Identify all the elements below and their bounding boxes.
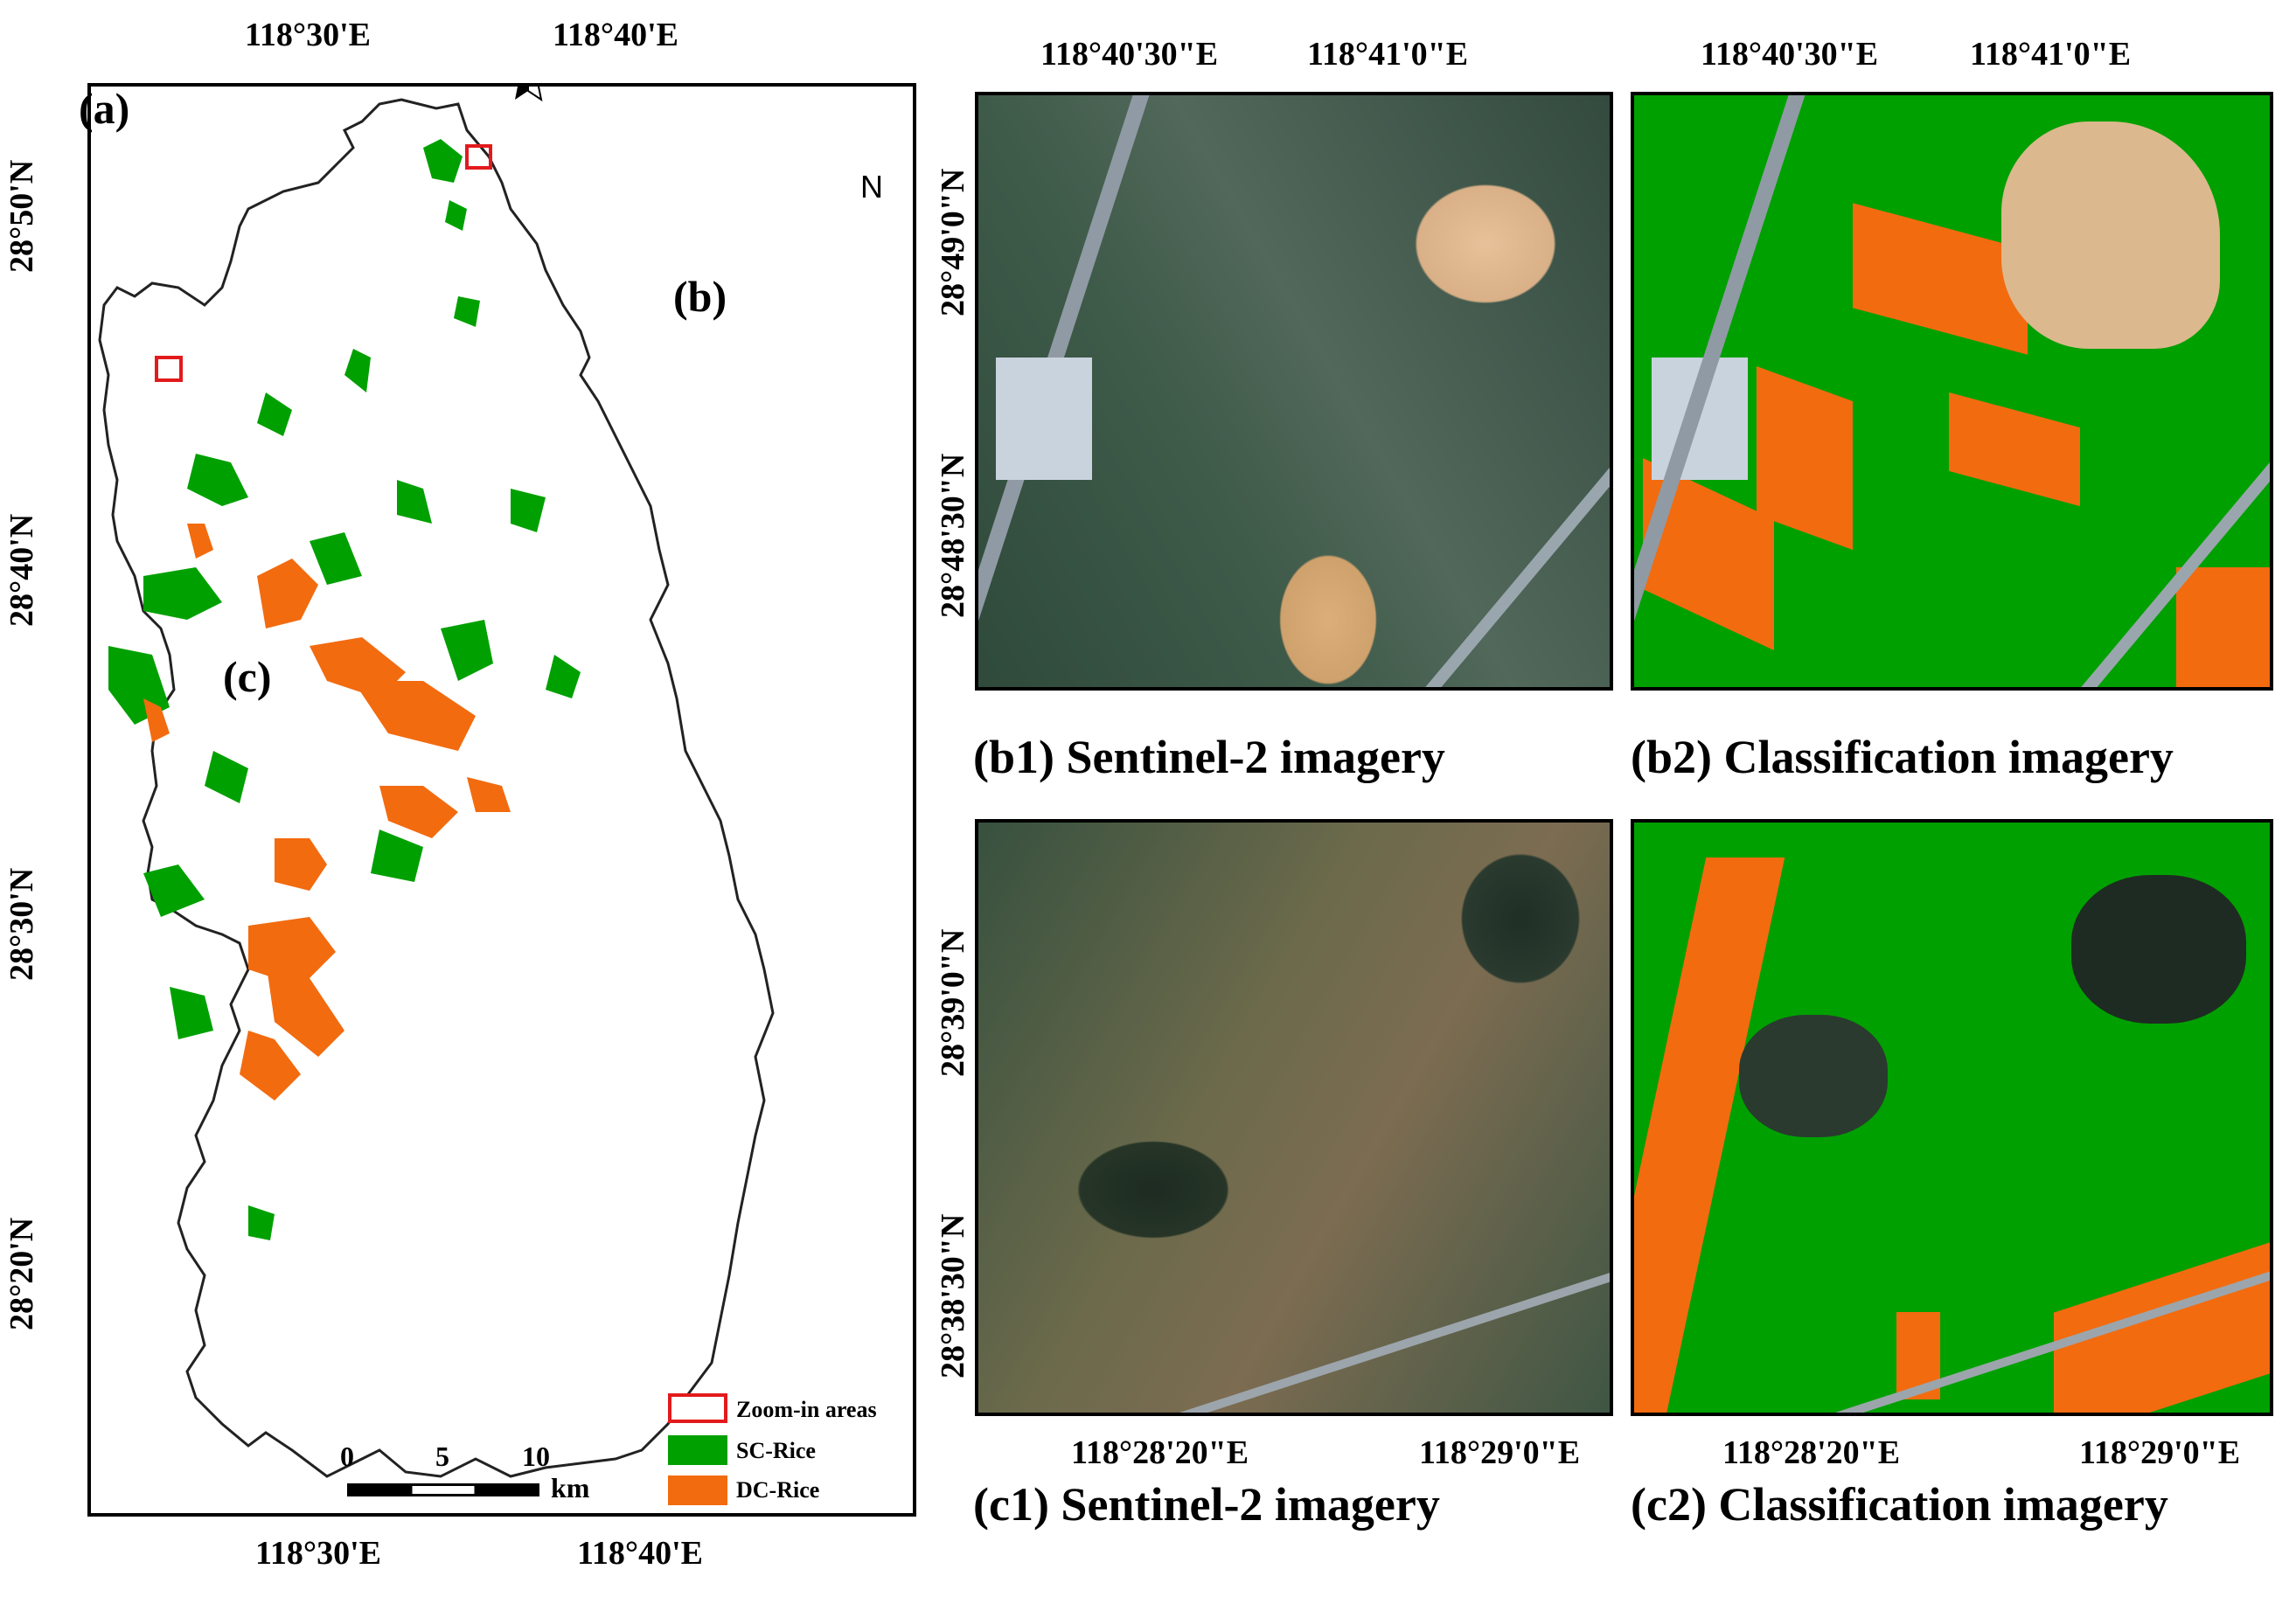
- panel-a-lat-4: 28°20'N: [3, 1217, 40, 1330]
- zoom-area-c: [155, 356, 183, 382]
- panel-a-bottom-lon-2: 118°40'E: [577, 1535, 704, 1572]
- c1-bottom-lon-1: 118°28'20"E: [1071, 1434, 1249, 1471]
- b1-top-lon-1: 118°40'30"E: [1040, 36, 1219, 73]
- b2-top-lon-1: 118°40'30"E: [1701, 36, 1879, 73]
- zoom-label-c: (c): [223, 652, 272, 701]
- county-boundary: [98, 98, 775, 1478]
- c1-bottom-lon-2: 118°29'0"E: [1419, 1434, 1581, 1471]
- zoom-label-b: (b): [673, 272, 727, 321]
- panel-a-lat-3: 28°30'N: [3, 867, 40, 981]
- b2-classification-image: [1631, 92, 2273, 691]
- c2-classification-image: [1631, 819, 2273, 1416]
- scale-unit: km: [551, 1472, 590, 1503]
- b1-top-lon-2: 118°41'0"E: [1307, 36, 1469, 73]
- b1-sentinel-image: [975, 92, 1613, 691]
- panel-a-top-lon-2: 118°40'E: [553, 17, 679, 53]
- c1-sentinel-image: [975, 819, 1613, 1416]
- panel-a-bottom-lon-1: 118°30'E: [255, 1535, 382, 1572]
- scale-tick-0: 0: [340, 1441, 354, 1472]
- c2-caption: (c2) Classification imagery: [1631, 1478, 2168, 1531]
- north-label: N: [860, 169, 883, 205]
- sc-rice-patches: [108, 139, 581, 1240]
- scale-bar: [347, 1483, 539, 1496]
- zoom-area-b: [465, 144, 492, 170]
- panel-a-label: (a): [79, 84, 130, 133]
- legend-swatch-sc-rice: [668, 1435, 727, 1465]
- scale-tick-10: 10: [522, 1441, 550, 1472]
- c1-caption: (c1) Sentinel-2 imagery: [973, 1478, 1440, 1531]
- dc-rice-patches: [143, 524, 511, 1101]
- panel-a-lat-2: 28°40'N: [3, 513, 40, 627]
- overview-map-frame: [87, 83, 916, 1517]
- legend-label-sc-rice: SC-Rice: [736, 1438, 816, 1463]
- overview-map: [98, 87, 775, 1478]
- legend-label-dc-rice: DC-Rice: [736, 1477, 820, 1503]
- b-lat-1: 28°49'0"N: [935, 168, 971, 316]
- b2-top-lon-2: 118°41'0"E: [1970, 36, 2132, 73]
- c2-bottom-lon-2: 118°29'0"E: [2079, 1434, 2241, 1471]
- b2-caption: (b2) Classification imagery: [1631, 731, 2174, 783]
- c-lat-1: 28°39'0"N: [935, 928, 971, 1077]
- b1-caption: (b1) Sentinel-2 imagery: [973, 731, 1445, 783]
- legend-label-zoom: Zoom-in areas: [736, 1397, 877, 1422]
- legend-swatch-zoom: [668, 1393, 727, 1423]
- legend-swatch-dc-rice: [668, 1475, 727, 1505]
- b-lat-2: 28°48'30"N: [935, 453, 971, 618]
- panel-a-top-lon-1: 118°30'E: [245, 17, 372, 53]
- c-lat-2: 28°38'30"N: [935, 1213, 971, 1378]
- scale-tick-5: 5: [435, 1441, 449, 1472]
- north-arrow-icon: [515, 87, 543, 102]
- c2-bottom-lon-1: 118°28'20"E: [1722, 1434, 1901, 1471]
- panel-a-lat-1: 28°50'N: [3, 159, 40, 273]
